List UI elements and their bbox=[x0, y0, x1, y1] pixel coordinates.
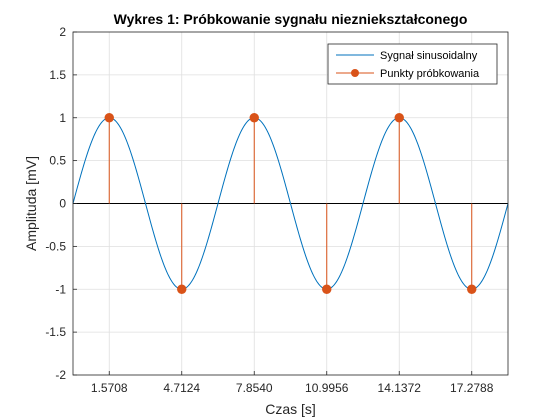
chart-title: Wykres 1: Próbkowanie sygnału nieznieksz… bbox=[114, 11, 468, 27]
series-layer bbox=[72, 113, 509, 294]
y-tick-label-8: 2 bbox=[59, 25, 66, 39]
y-tick-label-0: -2 bbox=[55, 368, 66, 382]
x-axis-label: Czas [s] bbox=[265, 401, 316, 417]
y-tick-label-2: -1 bbox=[55, 282, 66, 296]
sample-point-1 bbox=[177, 284, 187, 294]
legend-label-sine: Sygnał sinusoidalny bbox=[380, 50, 478, 62]
y-axis-label: Amplituda [mV] bbox=[23, 156, 39, 251]
x-tick-label-1: 4.7124 bbox=[163, 381, 200, 395]
sample-point-5 bbox=[467, 284, 477, 294]
legend-box bbox=[327, 43, 498, 85]
legend-label-samples: Punkty próbkowania bbox=[380, 68, 480, 80]
sample-point-2 bbox=[249, 113, 259, 123]
series-sine-line bbox=[72, 117, 509, 290]
x-tick-label-4: 14.1372 bbox=[378, 381, 422, 395]
x-tick-label-3: 10.9956 bbox=[305, 381, 349, 395]
y-tick-label-7: 1.5 bbox=[49, 68, 66, 82]
x-tick-label-5: 17.2788 bbox=[450, 381, 494, 395]
y-tick-label-5: 0.5 bbox=[49, 154, 66, 168]
x-tick-label-0: 1.5708 bbox=[91, 381, 128, 395]
y-tick-label-4: 0 bbox=[59, 197, 66, 211]
y-tick-label-3: -0.5 bbox=[45, 239, 66, 253]
legend: Sygnał sinusoidalny Punkty próbkowania bbox=[327, 43, 498, 85]
legend-swatch-samples-marker bbox=[351, 69, 359, 77]
x-tick-label-2: 7.8540 bbox=[236, 381, 273, 395]
y-tick-label-6: 1 bbox=[59, 111, 66, 125]
tick-layer: 1.5708 4.7124 7.8540 10.9956 14.1372 17.2788 -… bbox=[45, 25, 493, 395]
y-tick-label-1: -1.5 bbox=[45, 325, 66, 339]
sample-point-4 bbox=[394, 113, 404, 123]
sample-point-3 bbox=[322, 284, 332, 294]
sample-point-0 bbox=[104, 113, 114, 123]
